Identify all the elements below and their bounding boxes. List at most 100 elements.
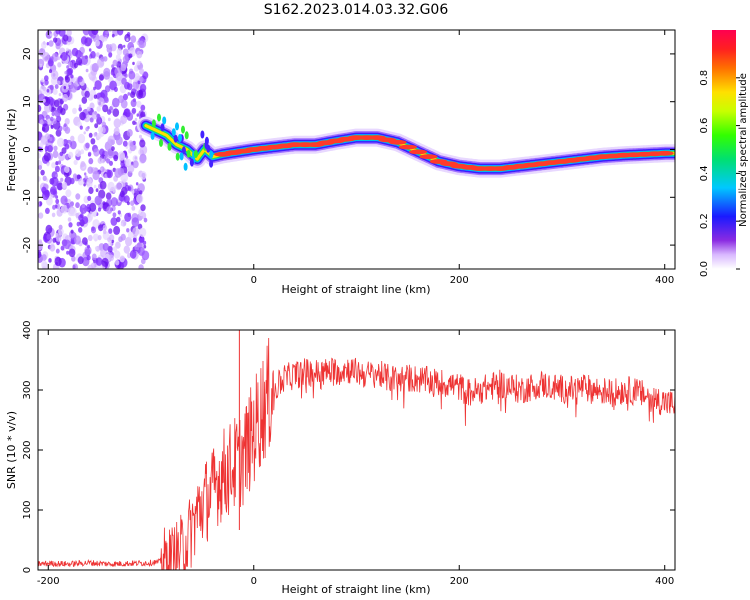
noise-speckle — [57, 137, 65, 147]
noise-speckle — [136, 90, 144, 99]
onset-streak — [206, 144, 211, 153]
bottom-ytick-label: 400 — [22, 320, 33, 339]
noise-speckle — [64, 70, 68, 75]
noise-speckle — [127, 164, 135, 173]
noise-speckle — [112, 97, 120, 108]
noise-speckle — [94, 195, 102, 206]
noise-speckle — [115, 72, 123, 81]
noise-speckle — [91, 111, 99, 120]
noise-speckle — [115, 54, 121, 61]
noise-speckle — [123, 222, 127, 226]
noise-speckle — [123, 245, 130, 254]
noise-speckle — [125, 236, 133, 247]
onset-streak — [183, 162, 188, 171]
noise-speckle — [65, 47, 69, 52]
noise-speckle — [98, 74, 104, 81]
spectrogram-ylabel: Frequency (Hz) — [5, 109, 18, 192]
noise-speckle — [50, 69, 59, 80]
noise-speckle — [105, 192, 112, 200]
noise-speckle — [44, 75, 49, 82]
noise-speckle — [100, 167, 103, 171]
top-xtick-label: 400 — [655, 275, 674, 286]
noise-speckle — [38, 104, 42, 113]
noise-speckle — [75, 149, 82, 158]
noise-speckle — [100, 56, 105, 62]
noise-speckle — [63, 85, 67, 90]
noise-speckle — [76, 221, 81, 227]
noise-speckle — [60, 108, 66, 116]
onset-streak — [151, 119, 156, 128]
noise-speckle — [124, 184, 130, 192]
noise-speckle — [72, 107, 77, 115]
noise-speckle — [119, 255, 125, 263]
noise-speckle — [79, 52, 84, 58]
snr-frame — [37, 329, 676, 571]
noise-speckle — [50, 116, 54, 122]
noise-speckle — [110, 71, 114, 76]
noise-speckle — [38, 176, 41, 182]
noise-speckle — [62, 93, 69, 102]
noise-speckle — [74, 235, 81, 245]
noise-speckle — [43, 152, 51, 162]
snr-axes: -200 0 200 400 0 100 200 300 400 — [22, 320, 675, 587]
noise-speckle — [64, 118, 70, 125]
noise-speckle — [94, 246, 98, 250]
snr-plot-area — [38, 330, 675, 570]
noise-speckle — [51, 176, 59, 187]
noise-speckle — [45, 30, 53, 39]
snr-panel: -200 0 200 400 0 100 200 300 400 Height of strai… — [5, 320, 676, 596]
noise-speckle — [121, 77, 127, 85]
noise-speckle — [84, 172, 87, 176]
colorbar: 0.0 0.2 0.4 0.6 0.8 Normalized spectral ampl… — [699, 30, 749, 277]
noise-speckle — [80, 149, 85, 155]
noise-speckle — [68, 151, 74, 159]
noise-speckle — [99, 148, 105, 156]
noise-speckle — [143, 240, 147, 245]
noise-speckle — [126, 201, 130, 206]
noise-speckle — [118, 236, 123, 243]
ridge-peak — [388, 139, 407, 145]
spectrogram-plot-area — [38, 30, 675, 269]
noise-speckle — [80, 55, 88, 65]
noise-speckle — [122, 48, 129, 56]
noise-speckle — [55, 198, 60, 204]
noise-speckle — [93, 94, 98, 99]
noise-speckle — [132, 80, 140, 90]
noise-speckle — [42, 52, 50, 62]
noise-speckle — [108, 51, 113, 57]
noise-speckle — [143, 244, 147, 249]
noise-speckle — [115, 241, 121, 249]
noise-speckle — [101, 158, 105, 164]
noise-speckle — [103, 71, 111, 80]
noise-speckle — [66, 65, 70, 69]
noise-speckle — [84, 241, 88, 246]
noise-speckle — [85, 68, 89, 73]
noise-speckle — [109, 254, 114, 261]
noise-speckle — [143, 217, 148, 223]
noise-speckle — [70, 83, 78, 93]
top-ytick-label: -10 — [22, 189, 33, 205]
noise-speckle — [105, 30, 109, 35]
noise-speckle — [96, 113, 100, 119]
noise-speckle — [67, 217, 72, 222]
noise-speckle — [128, 231, 134, 239]
noise-speckle — [106, 44, 111, 49]
bottom-ytick-label: 300 — [22, 380, 33, 399]
noise-speckle — [92, 219, 100, 229]
noise-speckle — [51, 162, 56, 169]
noise-speckle — [138, 264, 144, 269]
noise-speckle — [41, 126, 46, 132]
noise-speckle — [70, 135, 75, 142]
noise-speckle — [123, 44, 126, 48]
noise-speckle — [139, 153, 147, 164]
noise-speckle — [96, 133, 102, 140]
noise-speckle — [137, 80, 141, 85]
noise-speckle — [60, 177, 64, 182]
noise-speckle — [66, 30, 72, 37]
noise-speckle — [88, 186, 94, 195]
noise-speckle — [45, 207, 50, 214]
top-xtick-label: 200 — [450, 275, 469, 286]
noise-speckle — [128, 53, 133, 59]
noise-speckle — [106, 158, 111, 164]
noise-speckle — [136, 60, 141, 66]
